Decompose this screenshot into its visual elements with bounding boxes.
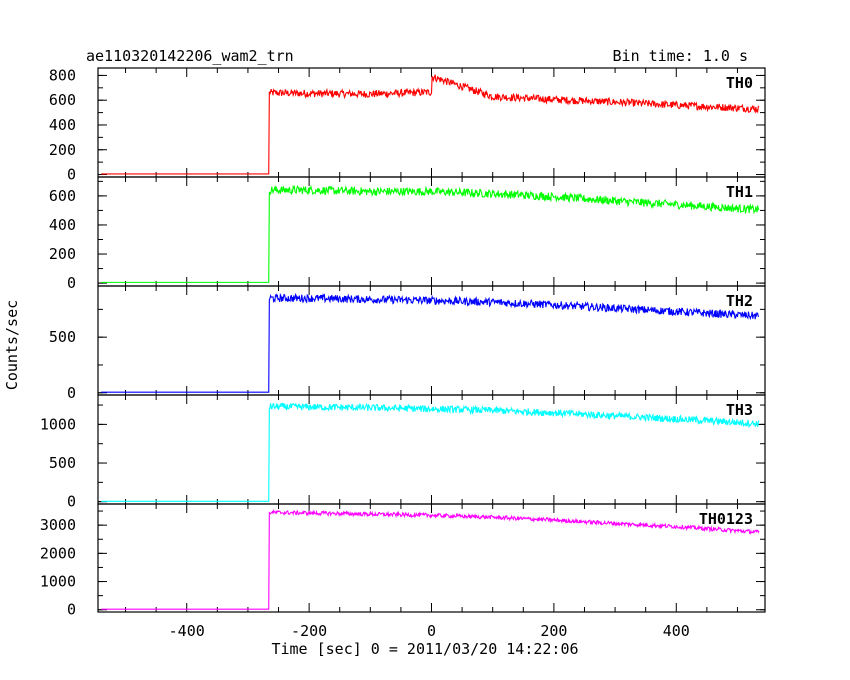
y-tick-label: 600 bbox=[49, 187, 76, 205]
y-tick-label: 500 bbox=[49, 328, 76, 346]
panel-th3: 0 500 1000 TH3 bbox=[40, 394, 766, 511]
y-tick-label: 200 bbox=[49, 245, 76, 263]
y-tick-label: 200 bbox=[49, 141, 76, 159]
y-tick-label: 0 bbox=[67, 601, 76, 619]
y-tick-label: 3000 bbox=[40, 516, 76, 534]
y-tick-label: 0 bbox=[67, 493, 76, 511]
panel-frame bbox=[97, 285, 766, 396]
series-line-th0123 bbox=[101, 509, 760, 610]
y-tick-label: 0 bbox=[67, 384, 76, 402]
series-label: TH3 bbox=[726, 401, 753, 419]
series-line-th1 bbox=[101, 184, 760, 283]
panel-th0123: 0 1000 2000 3000 TH0123 bbox=[40, 503, 766, 619]
y-tick-label: 600 bbox=[49, 91, 76, 109]
x-tick-label: -200 bbox=[291, 622, 327, 640]
series-label: TH1 bbox=[726, 183, 753, 201]
y-tick-label: 800 bbox=[49, 66, 76, 84]
y-tick-label: 2000 bbox=[40, 544, 76, 562]
panels: 0 200 400 600 800 TH0 0 200 400 600 TH1 0 500 TH2 0 500… bbox=[40, 66, 766, 640]
y-axis-label: Counts/sec bbox=[3, 300, 21, 390]
series-line-th3 bbox=[101, 402, 760, 502]
y-tick-label: 400 bbox=[49, 216, 76, 234]
bin-time-label: Bin time: 1.0 s bbox=[613, 47, 748, 65]
x-tick-label: 200 bbox=[540, 622, 567, 640]
panel-th2: 0 500 TH2 bbox=[49, 285, 766, 402]
y-tick-label: 0 bbox=[67, 166, 76, 184]
x-tick-label: -400 bbox=[169, 622, 205, 640]
x-tick-label: 400 bbox=[663, 622, 690, 640]
series-label: TH0 bbox=[726, 74, 753, 92]
y-tick-label: 1000 bbox=[40, 573, 76, 591]
panel-frame bbox=[97, 394, 766, 505]
chart-title: ae110320142206_wam2_trn bbox=[86, 47, 294, 65]
y-tick-label: 500 bbox=[49, 454, 76, 472]
panel-frame bbox=[97, 503, 766, 613]
y-tick-label: 1000 bbox=[40, 415, 76, 433]
x-axis-label: Time [sec] 0 = 2011/03/20 14:22:06 bbox=[271, 640, 578, 658]
series-line-th2 bbox=[101, 292, 760, 393]
x-tick-label: 0 bbox=[427, 622, 436, 640]
y-tick-label: 0 bbox=[67, 274, 76, 292]
series-label: TH2 bbox=[726, 292, 753, 310]
panel-th1: 0 200 400 600 TH1 bbox=[49, 176, 766, 292]
series-line-th0 bbox=[101, 74, 760, 175]
series-label: TH0123 bbox=[699, 510, 753, 528]
y-tick-label: 400 bbox=[49, 116, 76, 134]
panel-th0: 0 200 400 600 800 TH0 bbox=[49, 66, 766, 184]
